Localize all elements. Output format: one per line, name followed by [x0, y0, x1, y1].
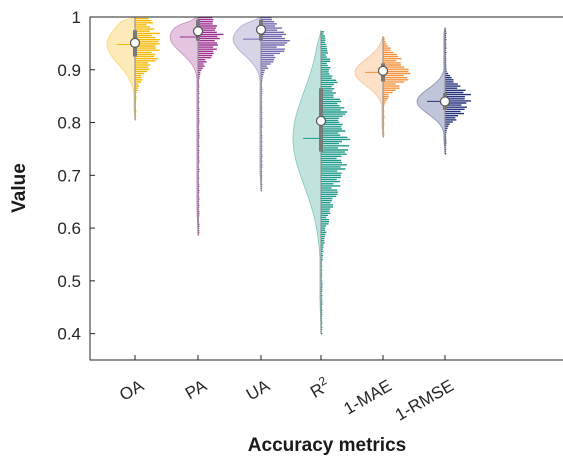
y-tick-label: 0.5	[57, 272, 81, 291]
x-tick-label: 1-RMSE	[392, 376, 457, 425]
x-tick-label: OA	[116, 376, 147, 405]
violin-cloud	[292, 30, 322, 335]
mean-marker	[439, 96, 451, 107]
y-tick-label: 0.7	[57, 166, 81, 185]
y-axis: 0.4 0.5 0.6 0.7 0.8 0.9 1	[57, 8, 95, 344]
y-tick-label: 0.9	[57, 61, 81, 80]
mean-marker	[192, 26, 204, 37]
y-tick-label: 1	[72, 8, 81, 27]
x-axis-title: Accuracy metrics	[248, 435, 406, 456]
violin-layer	[106, 16, 446, 335]
violin-cloud	[169, 16, 199, 236]
box-layer	[117, 17, 451, 334]
mean-marker	[129, 37, 141, 48]
y-tick-label: 0.6	[57, 219, 81, 238]
x-tick-label: R2	[306, 373, 334, 402]
y-axis-title: Value	[9, 163, 30, 213]
mean-marker	[255, 24, 267, 35]
x-tick-label: PA	[182, 376, 211, 403]
y-tick-label: 0.4	[57, 325, 81, 344]
mean-marker	[377, 65, 389, 76]
violin-cloud	[106, 16, 136, 121]
violin-cloud	[232, 16, 262, 192]
violin-cloud	[416, 26, 446, 155]
y-tick-label: 0.8	[57, 114, 81, 133]
x-tick-label: 1-MAE	[340, 376, 395, 418]
mean-marker	[315, 115, 327, 127]
violin-cloud	[354, 36, 384, 138]
axes-frame	[89, 16, 563, 361]
x-tick-label: UA	[243, 376, 274, 405]
x-tick-label-superscript: 2	[316, 373, 329, 389]
